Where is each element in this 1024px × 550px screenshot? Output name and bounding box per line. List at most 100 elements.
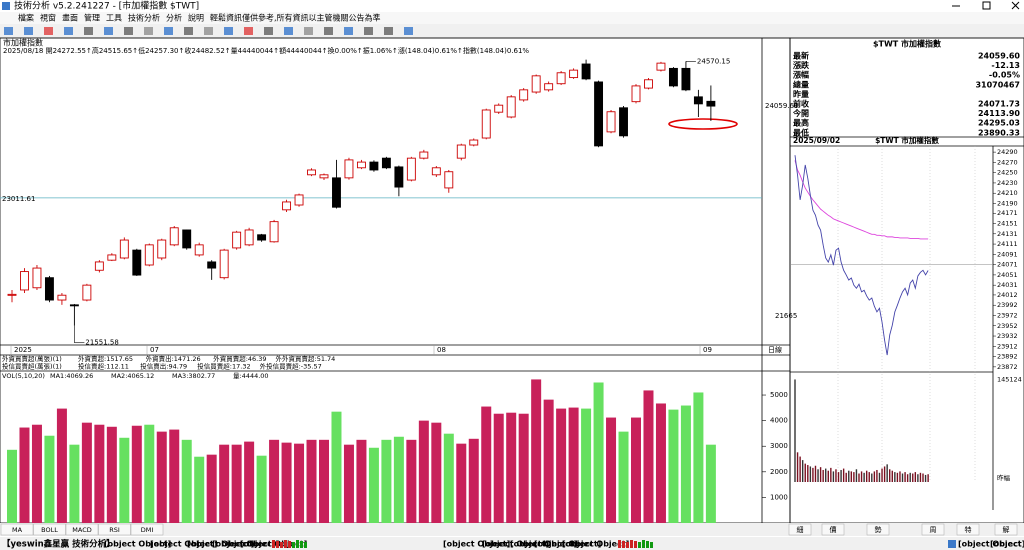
- toolbar-button[interactable]: [364, 27, 373, 35]
- candle-body: [419, 151, 429, 159]
- candle-body: [693, 96, 703, 105]
- candle-body: [57, 294, 67, 301]
- panel-tab-label: 價: [830, 525, 837, 534]
- menu-item: 說明: [188, 13, 204, 23]
- candle-body: [606, 111, 616, 133]
- panel-tab[interactable]: [821, 523, 845, 536]
- toolbar-button[interactable]: [264, 27, 273, 35]
- volume-ma-value: MA1:4069.26: [50, 372, 93, 380]
- toolbar-button[interactable]: [104, 27, 113, 35]
- date-label: 09: [703, 346, 712, 354]
- intraday-volume-bar: [922, 473, 924, 482]
- intraday-tick-label: 23932: [997, 332, 1018, 340]
- status-item: [object Object]: [990, 540, 1024, 549]
- quote-label: 最高: [793, 118, 809, 128]
- date-label: 07: [150, 346, 159, 354]
- toolbar-button[interactable]: [44, 27, 53, 35]
- date-label: 2025: [14, 346, 32, 354]
- close-button[interactable]: [1011, 1, 1020, 10]
- candle-body: [681, 67, 691, 91]
- candle-body: [569, 69, 579, 79]
- status-meter: [634, 541, 637, 548]
- toolbar-button[interactable]: [384, 27, 393, 35]
- intraday-volume-bar: [796, 452, 799, 482]
- toolbar-button[interactable]: [24, 27, 33, 35]
- volume-tick-label: 1000: [770, 493, 788, 501]
- intraday-tick-label: 24131: [997, 230, 1018, 238]
- indicator-tab[interactable]: [98, 523, 131, 536]
- indicator-tab[interactable]: [33, 523, 66, 536]
- candle-body: [282, 201, 292, 211]
- indicator-tab[interactable]: [0, 523, 34, 536]
- candle-body: [344, 159, 354, 179]
- toolbar-button[interactable]: [84, 27, 93, 35]
- volume-bar: [31, 424, 42, 523]
- toolbar-button[interactable]: [204, 27, 213, 35]
- intraday-volume-bar: [919, 472, 922, 482]
- toolbar-button[interactable]: [244, 27, 253, 35]
- toolbar-button[interactable]: [164, 27, 173, 35]
- candle-body: [369, 161, 379, 171]
- toolbar-button[interactable]: [124, 27, 133, 35]
- toolbar-button[interactable]: [344, 27, 353, 35]
- intraday-volume-bar: [873, 471, 876, 482]
- volume-bar: [94, 424, 105, 523]
- menu-item: 視窗: [40, 13, 56, 23]
- toolbar-button[interactable]: [324, 27, 333, 35]
- volume-bar: [468, 438, 479, 523]
- intraday-volume-bar: [858, 473, 860, 482]
- intraday-volume-bar: [804, 463, 806, 482]
- status-meter: [296, 540, 299, 548]
- intraday-volume-bar: [901, 473, 904, 482]
- intraday-tick-label: 24270: [997, 158, 1018, 166]
- quote-label: 漲跌: [793, 60, 810, 70]
- volume-bar: [331, 411, 342, 523]
- intraday-volume-bar: [835, 469, 837, 482]
- toolbar-button[interactable]: [284, 27, 293, 35]
- panel-tab[interactable]: [956, 523, 980, 536]
- period-label: 日線: [768, 345, 782, 354]
- candle-body: [381, 157, 391, 169]
- toolbar-button[interactable]: [184, 27, 193, 35]
- toolbar-button[interactable]: [4, 27, 13, 35]
- candle-body: [119, 239, 129, 259]
- indicator-value: 投信賣超:112.11: [78, 362, 129, 371]
- panel-tab[interactable]: [921, 523, 945, 536]
- intraday-volume-bar: [827, 470, 829, 482]
- quote-label: 漲幅: [793, 70, 809, 80]
- volume-bar: [219, 444, 230, 523]
- intraday-volume-bar: [842, 468, 845, 482]
- toolbar-button[interactable]: [144, 27, 153, 35]
- indicator-tab[interactable]: [65, 523, 99, 536]
- intraday-volume-bar: [860, 471, 863, 482]
- volume-bar: [705, 444, 716, 523]
- candle-body: [107, 254, 117, 261]
- panel-tab[interactable]: [866, 523, 890, 536]
- last-price-label: 24059.60: [765, 102, 798, 110]
- candle-body: [581, 63, 591, 80]
- toolbar-button[interactable]: [404, 27, 413, 35]
- volume-bar: [418, 420, 429, 523]
- toolbar-button[interactable]: [304, 27, 313, 35]
- volume-bar: [568, 407, 579, 523]
- panel-tab[interactable]: [994, 523, 1018, 536]
- indicator-tab[interactable]: [130, 523, 164, 536]
- intraday-volume-bar: [832, 471, 835, 482]
- intraday-tick-label: 23892: [997, 353, 1018, 361]
- status-icon: [948, 540, 956, 548]
- quote-label: 總量: [793, 79, 809, 89]
- intraday-tick-label: 24250: [997, 169, 1018, 177]
- toolbar-button[interactable]: [224, 27, 233, 35]
- status-meter: [284, 540, 287, 548]
- status-meter: [272, 540, 275, 548]
- volume-bar: [69, 444, 80, 523]
- volume-bar: [481, 406, 492, 523]
- status-item: [object Object]: [212, 540, 279, 549]
- intraday-tick-label: 23912: [997, 342, 1018, 350]
- toolbar-button[interactable]: [64, 27, 73, 35]
- app-icon: [2, 2, 10, 10]
- intraday-tick-label: 24210: [997, 189, 1018, 197]
- quote-value: 24059.60: [978, 52, 1020, 61]
- maximize-button[interactable]: [982, 1, 991, 10]
- panel-tab[interactable]: [788, 523, 812, 536]
